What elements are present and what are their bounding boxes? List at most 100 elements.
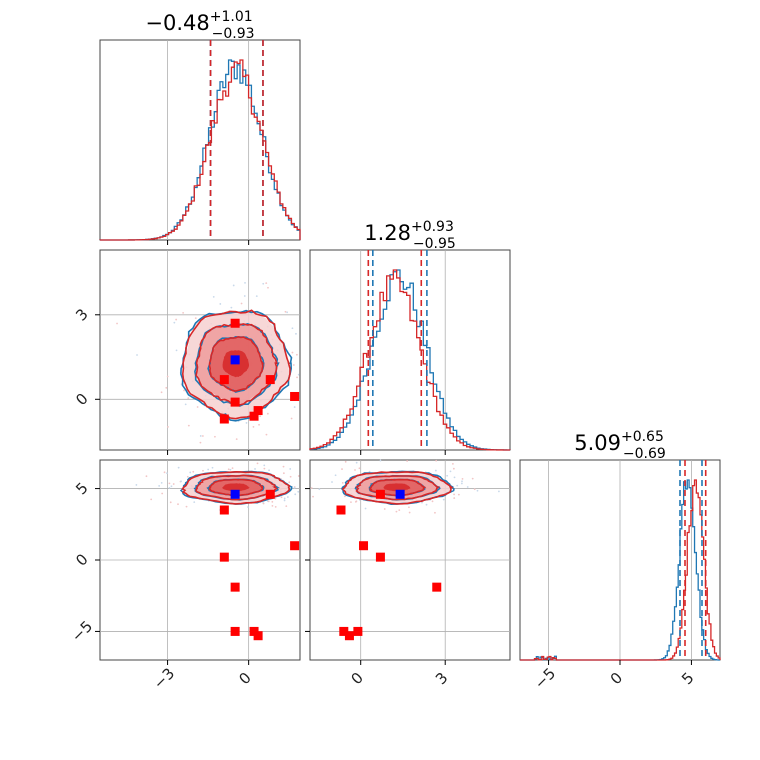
- sample-point: [136, 354, 138, 356]
- sample-point: [243, 295, 246, 297]
- sample-point: [255, 295, 258, 297]
- sample-point: [265, 433, 268, 436]
- sample-point: [247, 506, 249, 508]
- contour-series-b: [208, 478, 264, 497]
- histogram-p0-series-b: [100, 59, 301, 241]
- sample-point: [466, 486, 469, 488]
- red-marker: [353, 626, 363, 636]
- sample-point: [183, 389, 185, 392]
- contour-series-b: [195, 474, 278, 501]
- sample-point: [168, 482, 171, 485]
- sample-point: [175, 349, 178, 352]
- sample-point: [334, 474, 337, 477]
- sample-point: [280, 496, 283, 499]
- sample-point: [368, 470, 371, 473]
- sample-point: [452, 467, 455, 470]
- contour-series-b: [208, 335, 265, 392]
- red-marker: [265, 489, 275, 499]
- sample-point: [449, 470, 452, 473]
- red-marker: [375, 552, 385, 562]
- panel-frame: [99, 39, 301, 241]
- histogram-p1-series-b: [309, 269, 511, 451]
- sample-point: [289, 475, 292, 478]
- sample-point: [163, 471, 166, 474]
- sample-point: [211, 466, 214, 469]
- sample-point: [425, 503, 428, 506]
- tick-label: 0: [235, 669, 254, 688]
- sample-point: [274, 505, 277, 508]
- sample-point: [383, 508, 386, 510]
- sample-point: [297, 373, 300, 376]
- sample-point: [231, 467, 234, 470]
- red-marker: [375, 489, 385, 499]
- sample-point: [274, 497, 277, 500]
- sample-point: [295, 332, 297, 335]
- sample-point: [456, 484, 459, 487]
- sample-point: [230, 306, 233, 309]
- sample-point: [434, 469, 437, 472]
- sample-point: [318, 488, 321, 491]
- panel-hist-p0: −0.48+1.01 −0.93: [99, 9, 301, 241]
- sample-point: [379, 459, 382, 462]
- sample-point: [283, 497, 286, 500]
- sample-point: [267, 500, 270, 503]
- sample-point: [476, 489, 479, 492]
- sample-point: [289, 468, 292, 470]
- contour-series-b: [195, 323, 278, 406]
- red-marker: [219, 552, 229, 562]
- sample-point: [184, 403, 187, 406]
- sample-point: [267, 286, 269, 289]
- sample-point: [282, 465, 285, 468]
- sample-point: [192, 470, 195, 473]
- sample-point: [256, 462, 259, 465]
- sample-point: [290, 417, 293, 420]
- sample-point: [173, 321, 176, 324]
- sample-point: [252, 425, 255, 428]
- sample-point: [453, 497, 456, 499]
- sample-point: [180, 480, 182, 483]
- sample-point: [158, 485, 161, 487]
- panel-p1-p2: [309, 459, 511, 661]
- sample-point: [265, 282, 268, 285]
- tick-label: 0: [72, 390, 91, 409]
- sample-point: [263, 464, 266, 467]
- tick-label: 3: [432, 669, 451, 688]
- sample-point: [259, 415, 262, 418]
- red-marker: [219, 414, 229, 424]
- sample-point: [262, 282, 265, 285]
- red-marker: [359, 541, 369, 551]
- sample-point: [258, 423, 260, 426]
- sample-point: [291, 327, 294, 330]
- sample-point: [461, 480, 463, 483]
- tick-label: 5: [72, 479, 91, 498]
- sample-point: [199, 435, 202, 437]
- sample-point: [263, 467, 266, 470]
- sample-point: [235, 438, 238, 440]
- tick-label: −5: [68, 617, 96, 645]
- sample-point: [297, 475, 300, 477]
- sample-point: [240, 302, 243, 305]
- sample-point: [457, 493, 460, 496]
- density-fill: [383, 483, 411, 492]
- truth-marker: [395, 489, 405, 499]
- tick-label: 0: [72, 550, 91, 569]
- sample-point: [189, 471, 192, 474]
- sample-point: [431, 500, 434, 503]
- sample-point: [446, 474, 449, 477]
- red-marker: [253, 631, 263, 641]
- sample-point: [283, 499, 286, 502]
- sample-point: [232, 284, 235, 287]
- sample-point: [461, 478, 464, 480]
- title-p1: 1.28+0.93 −0.95: [364, 219, 456, 252]
- sample-point: [160, 482, 163, 484]
- sample-point: [293, 406, 296, 408]
- sample-point: [286, 496, 289, 498]
- sample-point: [170, 485, 173, 488]
- sample-point: [177, 503, 179, 506]
- sample-point: [182, 312, 185, 314]
- sample-point: [341, 468, 343, 470]
- tick-label: 5: [678, 669, 697, 688]
- sample-point: [245, 422, 248, 424]
- red-marker: [230, 626, 240, 636]
- sample-point: [135, 484, 138, 486]
